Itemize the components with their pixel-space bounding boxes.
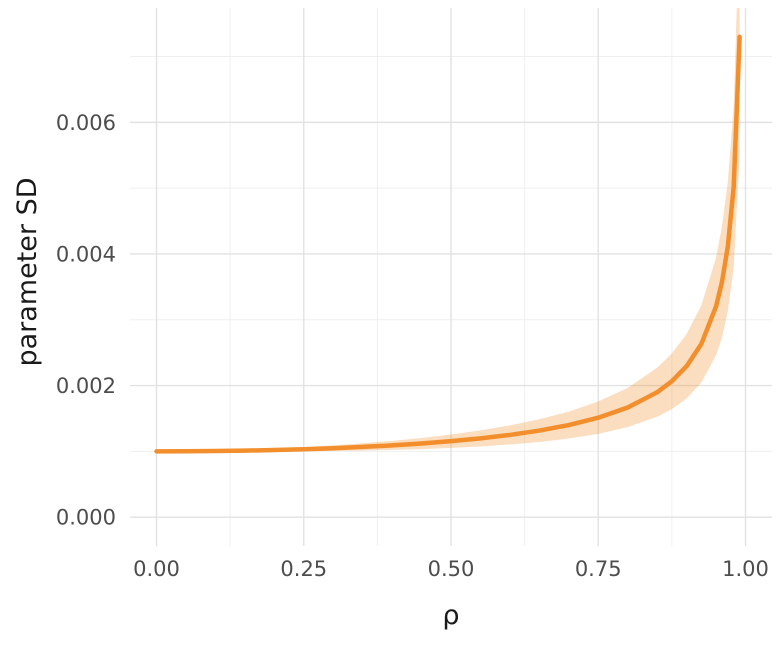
x-tick-label: 0.75 (575, 557, 622, 581)
y-tick-label: 0.002 (56, 374, 116, 398)
x-tick-label: 0.00 (133, 557, 180, 581)
y-tick-label: 0.000 (56, 506, 116, 530)
y-tick-label: 0.004 (56, 243, 116, 267)
y-tick-label: 0.006 (56, 111, 116, 135)
y-axis-title: parameter SD (12, 177, 43, 366)
series-line (154, 34, 742, 454)
x-axis-tick-labels: 0.00 0.25 0.50 0.75 1.00 (133, 557, 769, 581)
x-tick-label: 0.50 (428, 557, 475, 581)
line-layer (154, 34, 742, 454)
major-gridlines (130, 8, 772, 546)
y-axis-tick-labels: 0.000 0.002 0.004 0.006 (56, 111, 116, 530)
x-tick-label: 0.25 (280, 557, 327, 581)
x-axis-title: ρ (442, 600, 459, 631)
x-tick-label: 1.00 (722, 557, 769, 581)
